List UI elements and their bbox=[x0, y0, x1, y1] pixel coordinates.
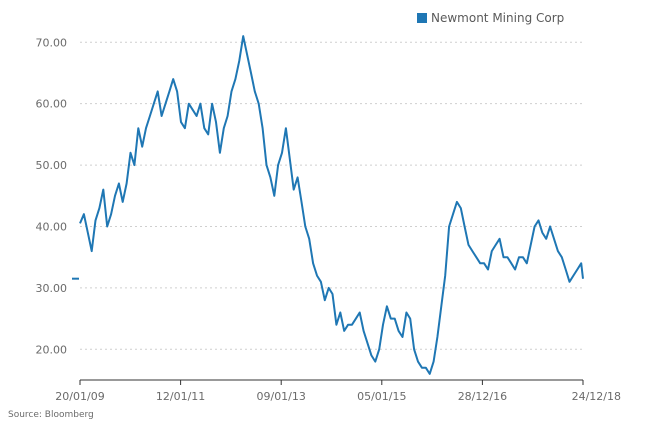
x-tick-label: 20/01/09 bbox=[55, 390, 104, 403]
y-tick-label: 70.00 bbox=[36, 36, 68, 49]
legend-label: Newmont Mining Corp bbox=[431, 11, 564, 25]
y-tick-label: 30.00 bbox=[36, 282, 68, 295]
y-tick-label: 40.00 bbox=[36, 220, 68, 233]
y-tick-label: 50.00 bbox=[36, 159, 68, 172]
y-tick-label: 60.00 bbox=[36, 98, 68, 111]
x-tick-label: 05/01/15 bbox=[357, 390, 406, 403]
x-tick-label: 28/12/16 bbox=[458, 390, 507, 403]
source-label: Source: Bloomberg bbox=[8, 410, 94, 420]
series-line-newmont bbox=[79, 35, 584, 375]
x-tick-label: 24/12/18 bbox=[572, 390, 621, 403]
x-axis-ticks: 20/01/09 12/01/11 09/01/13 05/01/15 28/12/16… bbox=[55, 380, 621, 403]
legend-swatch bbox=[417, 13, 427, 23]
x-tick-label: 12/01/11 bbox=[156, 390, 205, 403]
y-tick-label: 20.00 bbox=[36, 343, 68, 356]
legend: Newmont Mining Corp bbox=[417, 11, 564, 25]
x-tick-label: 09/01/13 bbox=[256, 390, 305, 403]
y-axis-tick-labels: 20.00 30.00 40.00 50.00 60.00 70.00 bbox=[36, 36, 68, 356]
gridlines bbox=[80, 41, 583, 350]
